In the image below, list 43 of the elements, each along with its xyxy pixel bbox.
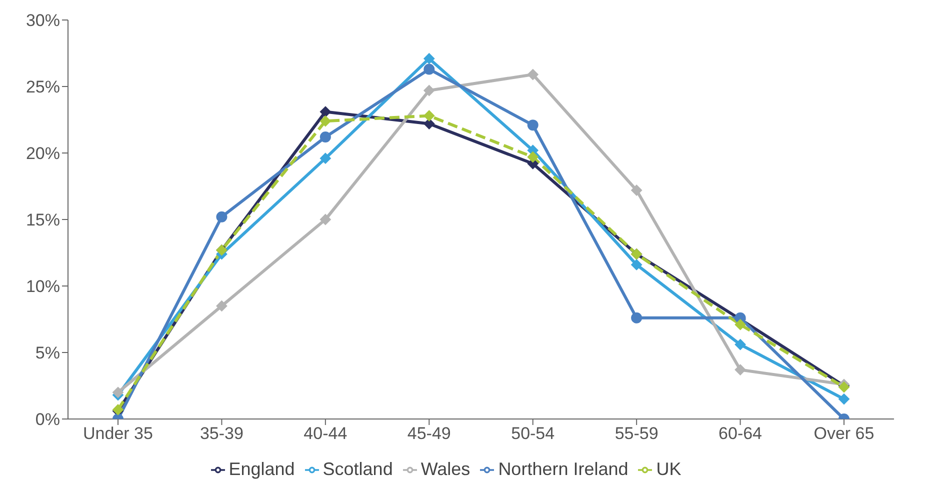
y-tick-label: 30% (26, 11, 60, 30)
y-tick-label: 15% (26, 210, 60, 230)
point (216, 300, 228, 312)
point (320, 106, 331, 118)
point (424, 118, 435, 130)
legend-label: Scotland (322, 459, 393, 479)
x-tick-label: Under 35 (83, 424, 153, 444)
x-tick-label: 50-54 (511, 424, 555, 444)
y-tick-label: 0% (35, 410, 60, 430)
point (734, 319, 746, 330)
point (631, 312, 642, 324)
point (424, 53, 435, 64)
legend-label: Northern Ireland (498, 459, 628, 479)
point (527, 151, 538, 162)
point (320, 152, 331, 164)
point (320, 116, 331, 127)
point (734, 364, 746, 376)
point (112, 386, 124, 398)
point (320, 132, 331, 143)
x-tick-label: 40-44 (304, 424, 348, 444)
point (631, 259, 642, 270)
point (424, 110, 435, 122)
y-tick-label: 5% (35, 344, 60, 363)
y-tick-label: 25% (26, 78, 60, 97)
legend-label: Wales (420, 459, 470, 479)
x-tick-label: 45-49 (407, 424, 451, 444)
x-tick-label: 60-64 (718, 424, 762, 444)
point (424, 84, 435, 96)
point (734, 339, 746, 350)
x-tick-label: 35-39 (200, 424, 244, 444)
legend-label: UK (656, 459, 682, 479)
legend-label: England (228, 459, 295, 479)
x-tick-label: Over 65 (814, 424, 874, 444)
point (527, 120, 538, 131)
y-tick-label: 10% (26, 277, 60, 296)
point (838, 394, 850, 405)
x-tick-label: 55-59 (614, 424, 658, 444)
point (527, 69, 538, 80)
point (216, 211, 228, 222)
y-tick-label: 20% (26, 144, 60, 164)
point (631, 184, 642, 196)
point (320, 214, 331, 225)
point (424, 64, 435, 75)
